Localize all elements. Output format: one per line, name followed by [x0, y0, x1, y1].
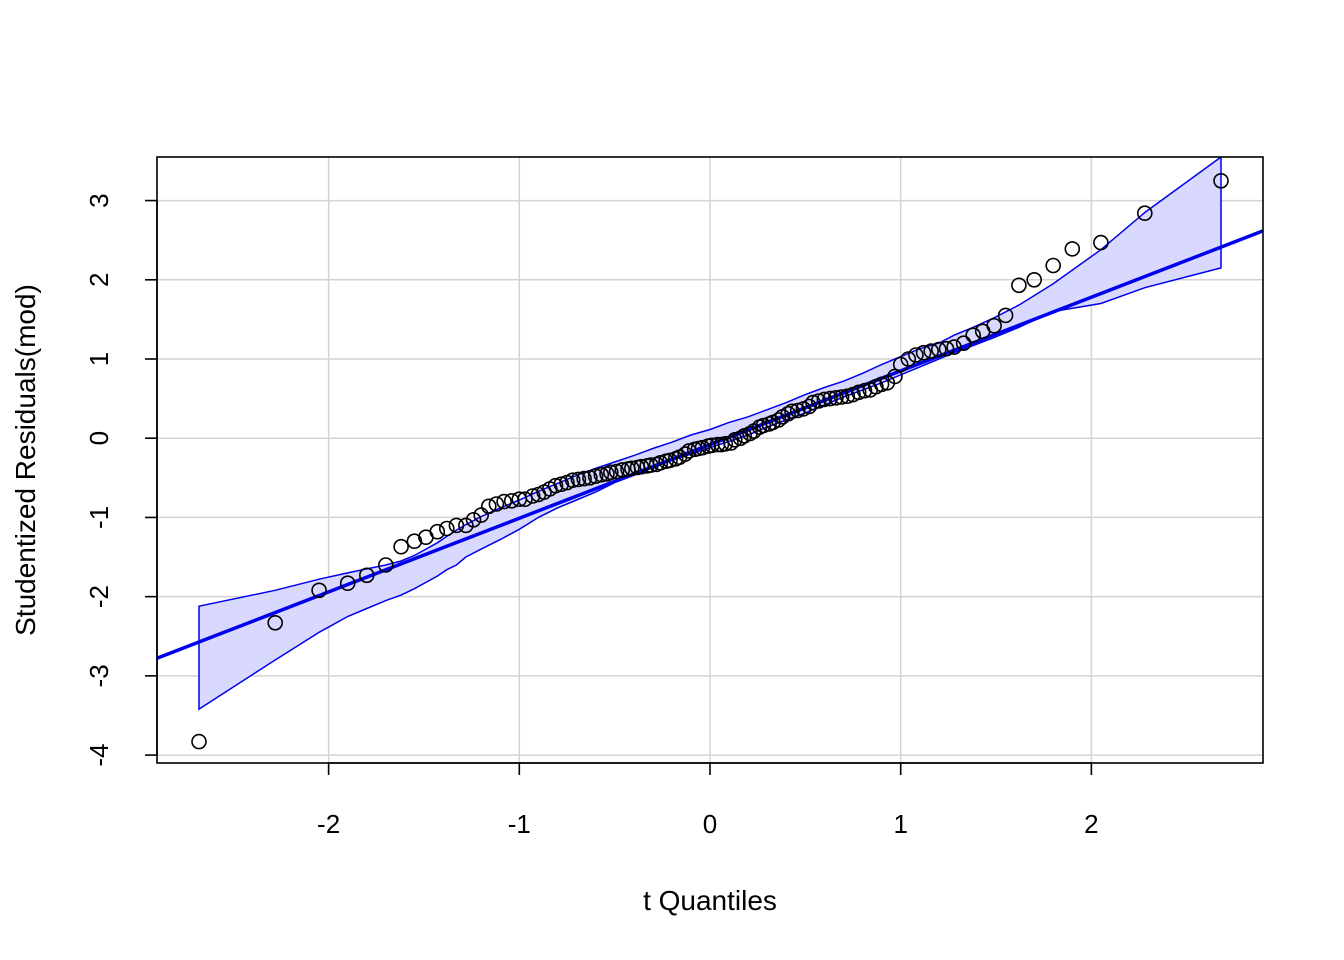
y-tick-label: 3 [84, 193, 114, 207]
data-point [1026, 271, 1042, 288]
data-point [946, 339, 962, 355]
data-point [694, 439, 711, 456]
data-point [448, 517, 465, 534]
data-point [496, 493, 512, 510]
data-point [997, 307, 1014, 324]
data-point [429, 523, 446, 540]
data-point [547, 477, 564, 494]
data-point [623, 460, 640, 477]
y-axis-title: Studentized Residuals(mod) [10, 284, 41, 636]
data-point [930, 341, 947, 358]
data-point [755, 417, 772, 434]
data-point [524, 488, 541, 504]
data-point [850, 384, 867, 401]
y-tick-label: -1 [84, 506, 114, 529]
data-point [465, 511, 482, 528]
data-point [608, 463, 625, 480]
data-point [564, 472, 581, 489]
data-point [1064, 241, 1081, 257]
y-tick-label: -4 [84, 744, 114, 767]
data-point [784, 403, 800, 420]
data-point [726, 431, 743, 448]
x-axis-title: t Quantiles [643, 885, 777, 916]
y-tick-label: -3 [84, 664, 114, 687]
data-point [900, 351, 917, 367]
data-point [582, 469, 598, 486]
data-point [662, 452, 678, 469]
data-point [339, 575, 356, 592]
data-point [1011, 277, 1027, 294]
data-point [789, 402, 806, 419]
data-point [587, 468, 604, 485]
data-point [1093, 234, 1109, 251]
data-point [915, 344, 932, 361]
data-point [780, 405, 797, 422]
y-tick-label: 1 [84, 352, 114, 366]
data-point [191, 733, 207, 750]
data-point [1213, 173, 1229, 189]
data-point [393, 538, 409, 555]
data-point [873, 376, 890, 393]
data-point [311, 582, 327, 599]
data-point [856, 382, 873, 399]
data-point [732, 430, 749, 447]
data-point [938, 340, 955, 357]
data-point [923, 343, 940, 359]
data-point [955, 335, 972, 352]
data-point [723, 435, 739, 451]
data-point [576, 470, 592, 487]
x-tick-label: 0 [703, 809, 717, 839]
data-point [833, 389, 850, 405]
data-point [965, 327, 982, 344]
y-axis: -4 -3 -2 -1 0 1 2 3 [84, 193, 158, 767]
data-point [614, 462, 631, 478]
grid-lines [157, 157, 1263, 763]
data-point [406, 533, 423, 550]
data-point [810, 393, 827, 409]
x-tick-label: 1 [893, 809, 907, 839]
y-tick-label: 2 [84, 273, 114, 287]
data-point [652, 454, 669, 471]
data-point [643, 457, 659, 473]
data-point [986, 317, 1002, 334]
data-point [633, 458, 650, 475]
data-point [517, 491, 533, 508]
data-point [1137, 205, 1153, 221]
data-point [717, 435, 734, 452]
data-point [839, 388, 856, 405]
x-tick-label: -2 [317, 809, 340, 839]
data-point [1045, 257, 1061, 274]
x-tick-label: 2 [1084, 809, 1098, 839]
data-point [602, 464, 619, 481]
data-point [267, 614, 284, 631]
data-point [358, 567, 375, 584]
data-points [191, 173, 1229, 750]
data-point [828, 389, 844, 406]
data-point [553, 476, 570, 493]
data-point [908, 347, 924, 363]
data-point [593, 466, 610, 483]
y-tick-label: 0 [84, 431, 114, 445]
data-point [488, 496, 505, 512]
data-point [677, 446, 694, 462]
data-point [822, 390, 838, 407]
data-point [570, 471, 587, 488]
data-point [438, 520, 455, 537]
x-axis: -2 -1 0 1 2 [317, 762, 1099, 839]
data-point [816, 391, 833, 408]
x-tick-label: -1 [508, 809, 531, 839]
data-point [480, 498, 497, 515]
data-point [377, 557, 394, 573]
data-point [473, 507, 490, 523]
data-point [801, 398, 818, 415]
y-tick-label: -2 [84, 585, 114, 608]
data-point [805, 394, 821, 411]
